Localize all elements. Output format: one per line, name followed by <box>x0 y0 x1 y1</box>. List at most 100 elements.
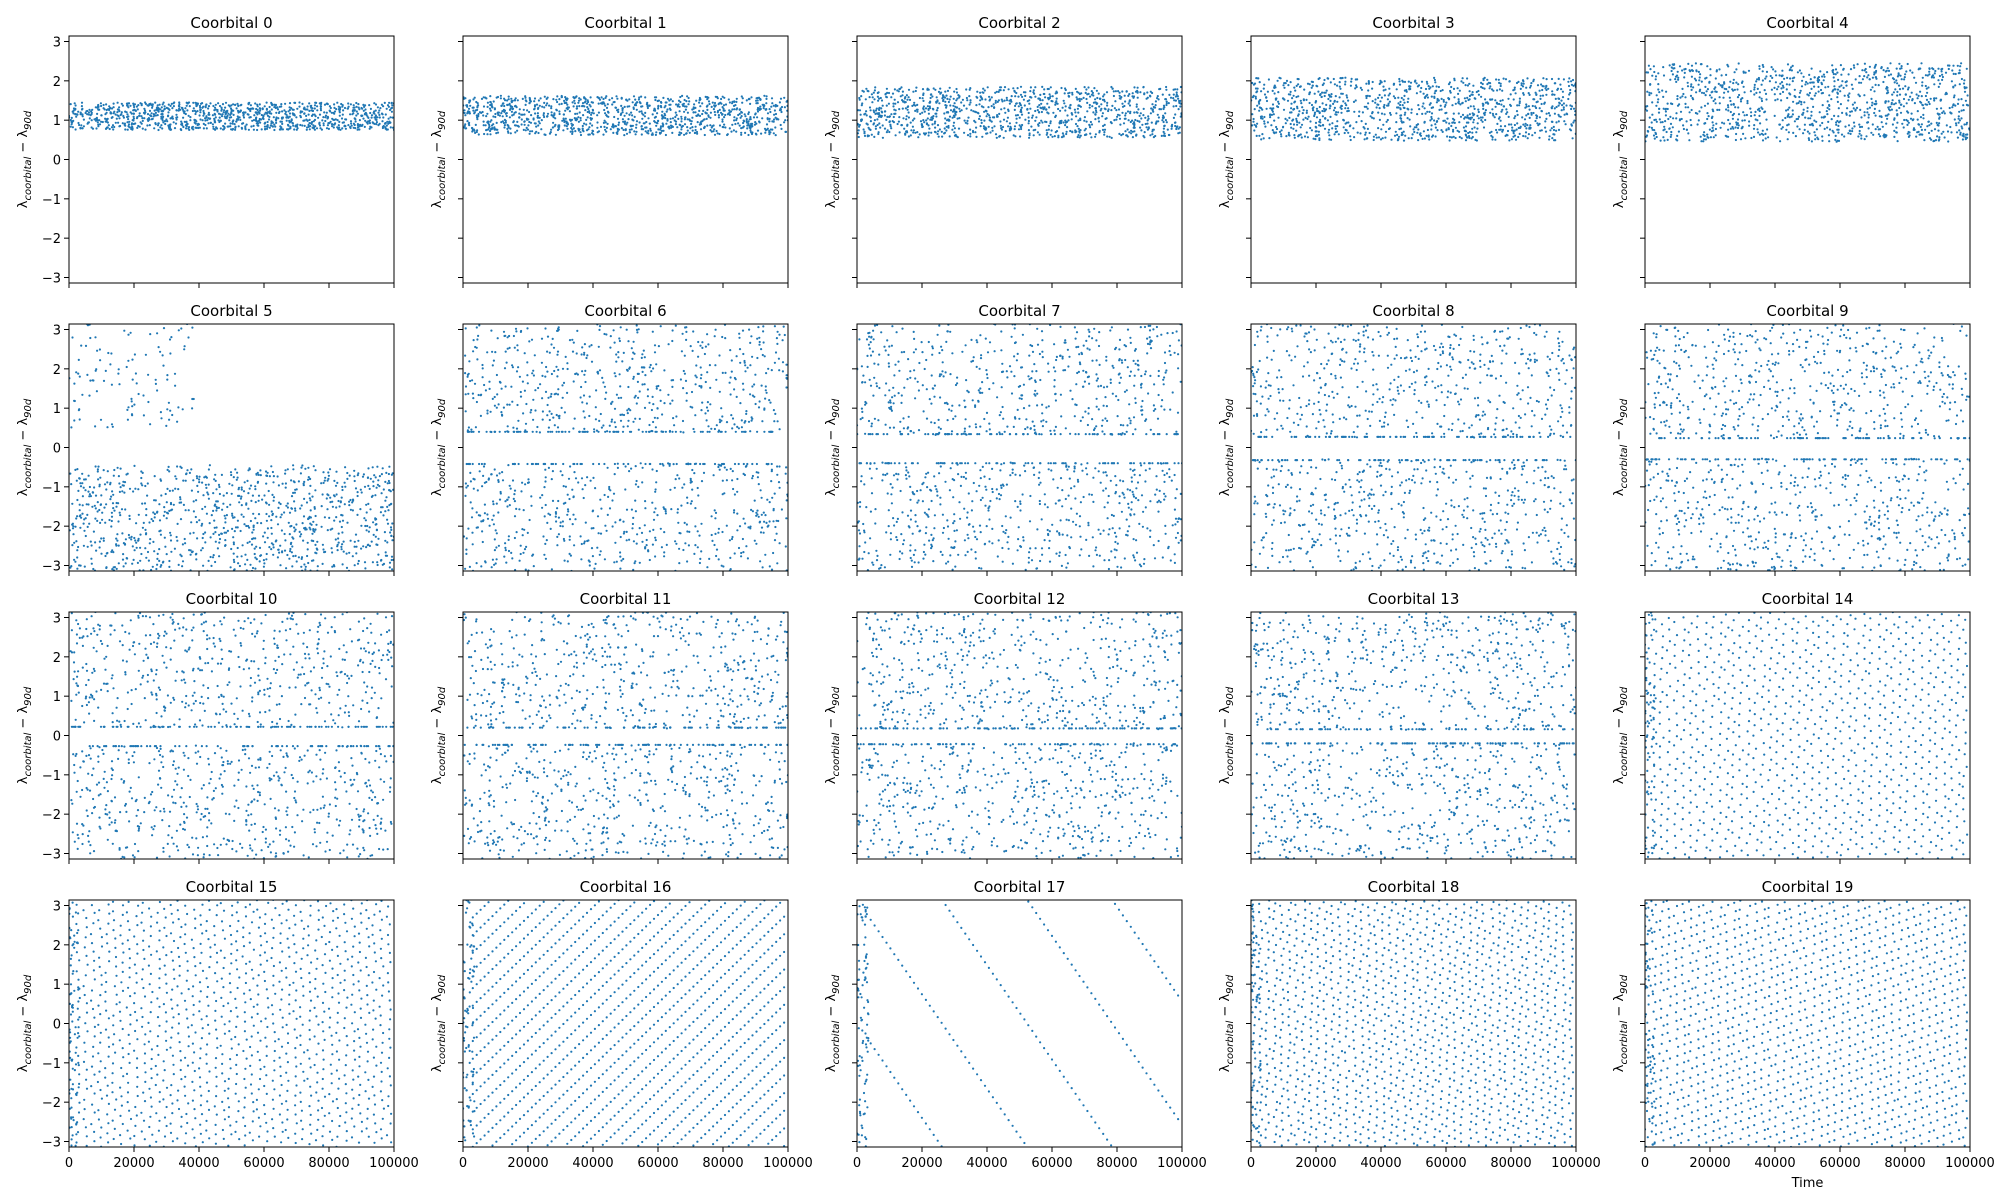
scatter-point <box>1168 134 1170 136</box>
scatter-point <box>468 122 470 124</box>
scatter-point <box>1275 98 1277 100</box>
scatter-point <box>1379 83 1381 85</box>
scatter-point <box>1074 111 1076 113</box>
scatter-point <box>674 119 676 121</box>
scatter-point <box>128 126 130 128</box>
scatter-point <box>1691 69 1693 71</box>
scatter-point <box>525 104 527 106</box>
scatter-point <box>729 101 731 103</box>
scatter-point <box>264 123 266 125</box>
scatter-point <box>1323 110 1325 112</box>
scatter-point <box>649 128 651 130</box>
scatter-point <box>998 99 1000 101</box>
scatter-point <box>869 96 871 98</box>
scatter-point <box>1272 129 1274 131</box>
scatter-point <box>1400 120 1402 122</box>
scatter-point <box>1051 129 1053 131</box>
scatter-point <box>660 106 662 108</box>
scatter-point <box>180 129 182 131</box>
scatter-point <box>259 118 261 120</box>
scatter-point <box>679 96 681 98</box>
scatter-point <box>316 127 318 129</box>
scatter-point <box>688 100 690 102</box>
scatter-point <box>162 103 164 105</box>
scatter-point <box>1539 107 1541 109</box>
scatter-point <box>1275 131 1277 133</box>
scatter-point <box>762 104 764 106</box>
scatter-point <box>1322 84 1324 86</box>
scatter-point <box>119 125 121 127</box>
scatter-point <box>227 113 229 115</box>
scatter-point <box>1268 78 1270 80</box>
scatter-point <box>685 109 687 111</box>
scatter-point <box>922 92 924 94</box>
scatter-point <box>131 113 133 115</box>
scatter-point <box>266 108 268 110</box>
scatter-point <box>311 121 313 123</box>
scatter-point <box>311 107 313 109</box>
scatter-point <box>392 117 394 119</box>
scatter-point <box>333 113 335 115</box>
scatter-point <box>1150 112 1152 114</box>
scatter-point <box>162 121 164 123</box>
scatter-point <box>1395 112 1397 114</box>
scatter-point <box>1498 79 1500 81</box>
scatter-point <box>559 113 561 115</box>
scatter-point <box>388 118 390 120</box>
scatter-point <box>558 103 560 105</box>
scatter-point <box>1156 97 1158 99</box>
scatter-point <box>1525 123 1527 125</box>
scatter-point <box>133 123 135 125</box>
scatter-point <box>657 100 659 102</box>
scatter-point <box>983 120 985 122</box>
scatter-point <box>1147 97 1149 99</box>
scatter-point <box>890 127 892 129</box>
scatter-point <box>666 118 668 120</box>
scatter-point <box>713 108 715 110</box>
scatter-point <box>1293 123 1295 125</box>
scatter-point <box>1404 112 1406 114</box>
scatter-point <box>187 102 189 104</box>
scatter-point <box>466 112 468 114</box>
scatter-point <box>622 129 624 131</box>
scatter-point <box>1715 134 1717 136</box>
scatter-point <box>886 105 888 107</box>
scatter-point <box>898 90 900 92</box>
scatter-point <box>993 107 995 109</box>
scatter-point <box>1835 73 1837 75</box>
scatter-point <box>629 129 631 131</box>
scatter-point <box>1431 112 1433 114</box>
scatter-point <box>1060 87 1062 89</box>
scatter-point <box>1716 91 1718 93</box>
scatter-point <box>935 115 937 117</box>
scatter-point <box>1318 131 1320 133</box>
scatter-point <box>562 129 564 131</box>
scatter-point <box>1482 121 1484 123</box>
scatter-point <box>665 123 667 125</box>
scatter-point <box>1723 92 1725 94</box>
scatter-point <box>1472 91 1474 93</box>
scatter-point <box>878 109 880 111</box>
scatter-point <box>882 137 884 139</box>
scatter-point <box>527 124 529 126</box>
scatter-point <box>1251 113 1253 115</box>
scatter-point <box>80 124 82 126</box>
scatter-point <box>1293 134 1295 136</box>
scatter-point <box>711 126 713 128</box>
scatter-point <box>333 126 335 128</box>
scatter-point <box>1563 102 1565 104</box>
scatter-point <box>1433 96 1435 98</box>
scatter-point <box>1287 100 1289 102</box>
scatter-point <box>472 110 474 112</box>
scatter-point <box>1733 79 1735 81</box>
scatter-point <box>992 130 994 132</box>
scatter-point <box>943 112 945 114</box>
scatter-point <box>866 114 868 116</box>
scatter-point <box>780 124 782 126</box>
scatter-point <box>97 104 99 106</box>
scatter-point <box>614 101 616 103</box>
scatter-point <box>1536 117 1538 119</box>
scatter-point <box>1487 102 1489 104</box>
scatter-point <box>666 108 668 110</box>
